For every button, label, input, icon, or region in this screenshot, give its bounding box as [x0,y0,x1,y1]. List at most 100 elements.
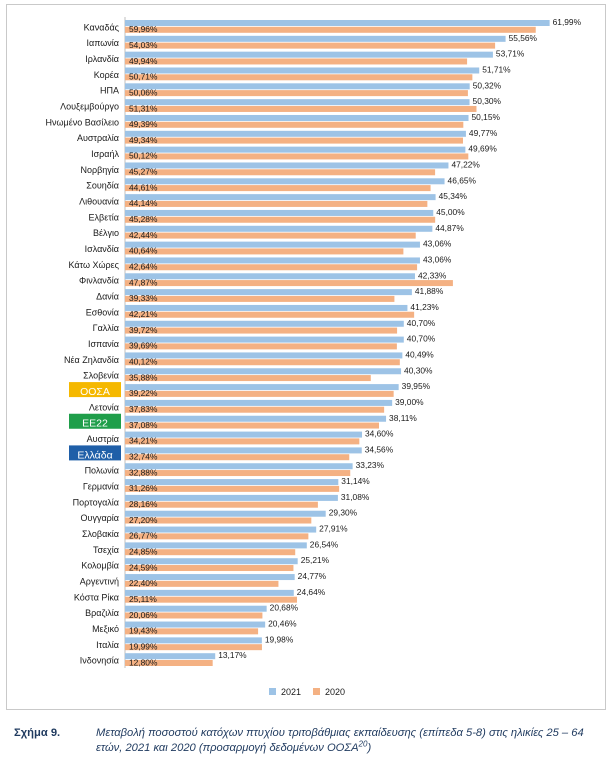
bar-2020 [125,295,395,302]
data-label-2021: 20,68% [270,603,299,613]
category-label: Νορβηγία [80,165,119,175]
data-label-2021: 34,56% [365,444,394,454]
data-label-2021: 29,30% [329,508,358,518]
category-label: Πολωνία [85,466,119,476]
bar-2020 [125,501,318,508]
bar-2021 [125,194,436,201]
category-label: Εσθονία [86,307,119,317]
data-label-2021: 38,11% [389,413,417,423]
data-label-2021: 31,08% [341,492,370,502]
bar-2021 [125,99,470,106]
data-label-2021: 25,21% [301,555,330,565]
bar-2021 [125,35,506,42]
category-label: Λουξεμβούργο [60,102,119,112]
bar-2021 [125,463,353,470]
data-label-2020: 42,64% [129,262,158,272]
data-label-2020: 40,64% [129,246,158,256]
bar-2020 [125,137,463,144]
legend-swatch-2020 [313,688,320,695]
data-label-2021: 40,70% [407,318,436,328]
data-label-2020: 47,87% [129,277,158,287]
bar-2021 [125,352,403,359]
bar-2021 [125,510,326,517]
data-label-2021: 44,87% [435,223,464,233]
category-label: Κόστα Ρίκα [74,592,119,602]
data-label-2020: 50,12% [129,151,158,161]
bar-2021 [125,225,433,232]
bar-2020 [125,549,296,556]
data-label-2021: 39,95% [402,381,431,391]
data-label-2021: 49,77% [469,128,498,138]
bar-2021 [125,637,262,644]
data-label-2021: 27,91% [319,524,348,534]
legend-swatch-2021 [269,688,276,695]
category-label: Ισραήλ [91,149,119,159]
category-label: Ισπανία [88,339,119,349]
data-label-2021: 43,06% [423,239,452,249]
data-label-2020: 49,34% [129,135,158,145]
bar-2020 [125,121,464,128]
bar-2021 [125,289,412,296]
data-label-2020: 19,43% [129,626,158,636]
bar-2020 [125,248,404,255]
bar-2021 [125,320,404,327]
data-label-2020: 34,21% [129,436,158,446]
category-label: ΟΟΣΑ [80,386,110,398]
bar-2020 [125,311,415,318]
category-label: ΕΕ22 [82,418,108,430]
data-label-2021: 55,56% [509,33,538,43]
data-label-2020: 49,39% [129,119,158,129]
data-label-2021: 40,30% [404,365,433,375]
bar-2021 [125,209,434,216]
bar-2020 [125,390,394,397]
bar-2021 [125,558,298,565]
data-label-2020: 19,99% [129,641,158,651]
category-label: Δανία [96,292,119,302]
data-label-2020: 39,33% [129,293,158,303]
category-label: Ελλάδα [77,449,112,461]
data-label-2020: 35,88% [129,372,158,382]
category-label: Αυστρία [87,434,119,444]
data-label-2020: 12,80% [129,657,158,667]
data-label-2021: 49,69% [468,144,497,154]
bar-chart: Καναδάς 61,99% 59,96% Ιαπωνία 55,56% 54,03% Ιρ… [45,17,582,697]
bar-2020 [125,612,263,619]
category-label: Κολομβία [81,561,119,571]
data-label-2021: 33,23% [356,460,385,470]
category-label: Κάτω Χώρες [68,260,119,270]
bar-2020 [125,454,350,461]
data-label-2020: 42,44% [129,230,158,240]
data-label-2021: 40,49% [405,349,434,359]
caption-label: Σχήμα 9. [14,727,61,739]
bar-2021 [125,241,420,248]
data-label-2021: 41,23% [410,302,439,312]
category-label: Γαλλία [93,323,119,333]
bar-2021 [125,574,295,581]
bar-2021 [125,273,415,280]
data-label-2021: 50,30% [473,96,502,106]
bar-2020 [125,359,400,366]
bar-2021 [125,114,469,121]
bar-2021 [125,384,399,391]
data-label-2021: 19,98% [265,634,294,644]
category-label: Βέλγιο [93,228,119,238]
bar-2021 [125,621,266,628]
category-label: ΗΠΑ [100,86,119,96]
category-label: Ιρλανδία [85,54,119,64]
data-label-2021: 46,65% [448,175,477,185]
bar-2021 [125,304,408,311]
bar-2021 [125,146,466,153]
bar-2021 [125,542,307,549]
category-label: Φινλανδία [79,276,119,286]
category-label: Ινδονησία [80,656,119,666]
data-label-2020: 25,11% [129,594,157,604]
category-label: Ελβετία [89,212,119,222]
legend-label-2021: 2021 [281,687,301,697]
bar-2021 [125,257,420,264]
bar-2021 [125,526,317,533]
bar-2021 [125,20,550,26]
bar-2020 [125,580,279,587]
bar-2020 [125,422,379,429]
data-label-2020: 54,03% [129,40,158,50]
data-label-2021: 43,06% [423,254,452,264]
